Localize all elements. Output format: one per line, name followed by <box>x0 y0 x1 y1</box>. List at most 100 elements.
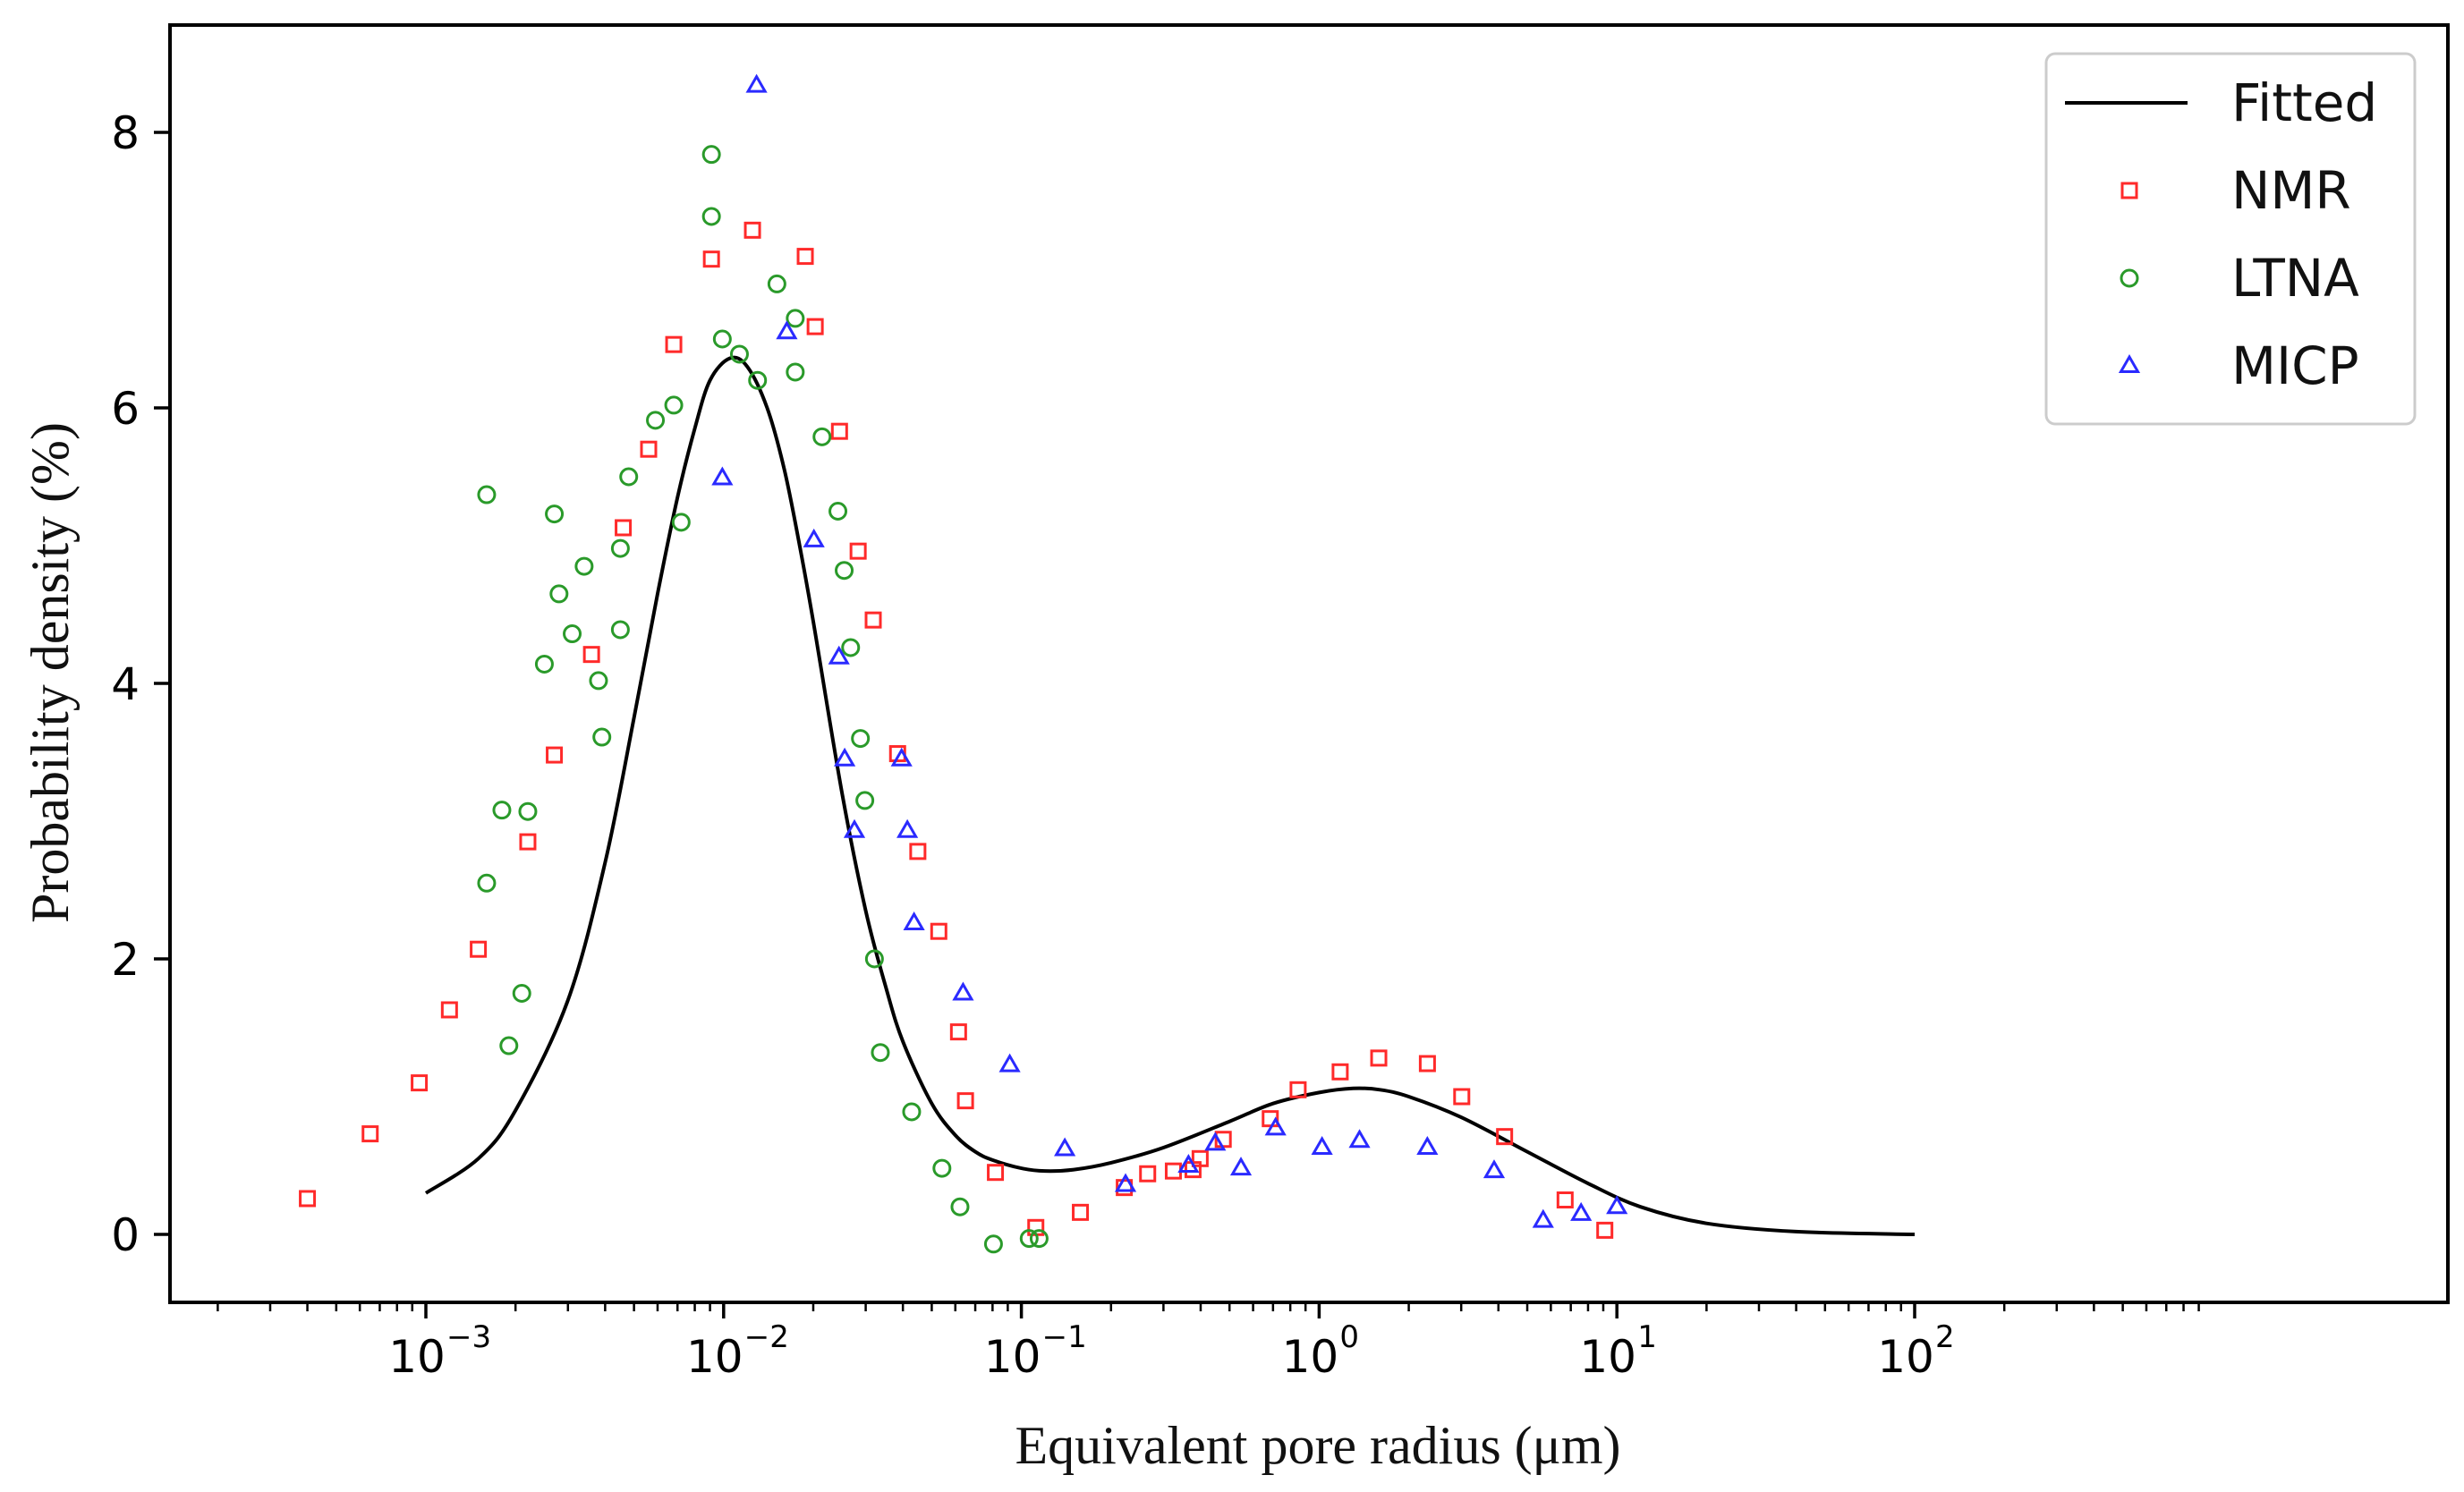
nmr-point <box>849 542 867 560</box>
micp-point <box>828 645 850 665</box>
micp-point <box>890 747 913 767</box>
nmr-point <box>411 1074 429 1092</box>
legend-marker-square <box>2120 182 2138 199</box>
ltna-point <box>610 538 630 558</box>
ltna-point <box>477 873 497 893</box>
ltna-point <box>729 344 749 364</box>
ltna-point <box>828 502 848 521</box>
ltna-point <box>950 1197 970 1216</box>
legend-label: Fitted <box>2231 72 2377 133</box>
x-tick-exponent: −3 <box>446 1319 491 1355</box>
ltna-point <box>932 1158 952 1178</box>
micp-point <box>1264 1116 1287 1136</box>
ltna-point <box>1019 1229 1039 1249</box>
ltna-point <box>701 145 721 165</box>
nmr-point <box>930 922 947 940</box>
micp-point <box>896 818 919 838</box>
ltna-point <box>549 584 569 604</box>
legend-label: LTNA <box>2231 248 2359 309</box>
nmr-point <box>440 1001 458 1019</box>
ltna-point <box>871 1043 890 1063</box>
ltna-point <box>902 1102 922 1122</box>
ltna-point <box>477 485 497 504</box>
x-tick-exponent: 2 <box>1935 1319 1955 1355</box>
fitted-curve <box>424 355 1916 1236</box>
micp-point <box>711 466 734 486</box>
micp-point <box>1204 1132 1227 1151</box>
legend-item-ltna: LTNA <box>2120 248 2359 309</box>
ltna-point <box>592 727 612 747</box>
nmr-point <box>1596 1221 1614 1239</box>
ltna-point <box>851 729 871 749</box>
ltna-point <box>748 370 768 390</box>
y-tick-label: 2 <box>111 934 140 986</box>
series-nmr <box>299 221 1614 1239</box>
nmr-point <box>830 422 848 440</box>
x-tick-label: 10 <box>984 1331 1041 1383</box>
micp-point <box>1483 1159 1506 1179</box>
ltna-point <box>492 801 512 820</box>
micp-point <box>998 1053 1021 1072</box>
micp-point <box>1311 1135 1333 1155</box>
nmr-point <box>361 1125 379 1143</box>
nmr-point <box>1191 1149 1209 1167</box>
ltna-point <box>786 309 805 328</box>
ltna-point <box>712 329 732 349</box>
nmr-point <box>909 843 927 860</box>
micp-point <box>834 747 856 767</box>
y-axis-ticks: 0 2 4 6 8 <box>111 107 170 1261</box>
micp-point <box>1114 1173 1137 1192</box>
ltna-point <box>1029 1229 1049 1249</box>
micp-point <box>1177 1153 1200 1173</box>
nmr-point <box>702 250 720 268</box>
x-tick-label: 10 <box>1579 1331 1636 1383</box>
ltna-point <box>646 411 666 430</box>
x-axis-ticks: 10 −3 10 −2 10 −1 10 0 10 1 10 2 <box>217 1302 2200 1383</box>
ltna-point <box>664 395 684 415</box>
x-tick-label: 10 <box>1282 1331 1339 1383</box>
plot-series-group <box>299 73 1916 1254</box>
ltna-point <box>499 1036 519 1055</box>
ltna-point <box>835 561 854 581</box>
micp-point <box>1606 1195 1628 1215</box>
series-micp <box>711 73 1628 1228</box>
nmr-point <box>956 1092 974 1110</box>
nmr-point <box>299 1190 317 1208</box>
ltna-point <box>864 949 884 969</box>
ltna-point <box>589 671 608 691</box>
micp-point <box>1570 1201 1593 1221</box>
nmr-point <box>1331 1063 1349 1081</box>
ltna-point <box>812 427 832 446</box>
micp-point <box>952 981 974 1001</box>
ltna-point <box>701 207 721 226</box>
nmr-point <box>1453 1088 1471 1106</box>
y-axis-title: Probability density (%) <box>21 422 80 923</box>
nmr-point <box>864 611 882 629</box>
ltna-point <box>518 801 538 821</box>
micp-point <box>776 320 798 340</box>
nmr-point <box>949 1023 967 1041</box>
nmr-point <box>546 746 564 764</box>
ltna-point <box>610 620 630 640</box>
nmr-point <box>615 519 633 537</box>
nmr-point <box>665 335 683 353</box>
nmr-point <box>1139 1165 1157 1183</box>
x-tick-label: 10 <box>1877 1331 1934 1383</box>
legend-item-micp: MICP <box>2118 335 2359 396</box>
x-tick-exponent: −2 <box>744 1319 789 1355</box>
legend-label: NMR <box>2231 160 2351 221</box>
x-tick-exponent: 0 <box>1339 1319 1359 1355</box>
nmr-point <box>1418 1055 1436 1072</box>
axes-frame <box>168 23 2450 1304</box>
ltna-point <box>671 513 691 532</box>
y-tick-label: 8 <box>111 107 140 159</box>
x-tick-exponent: 1 <box>1637 1319 1657 1355</box>
legend-marker-triangle <box>2118 353 2141 373</box>
micp-point <box>803 528 825 547</box>
micp-point <box>1416 1135 1439 1155</box>
ltna-point <box>534 654 554 674</box>
x-axis-title: Equivalent pore radius (μm) <box>1015 1416 1621 1475</box>
y-tick-label: 6 <box>111 383 140 435</box>
micp-point <box>1229 1157 1253 1176</box>
